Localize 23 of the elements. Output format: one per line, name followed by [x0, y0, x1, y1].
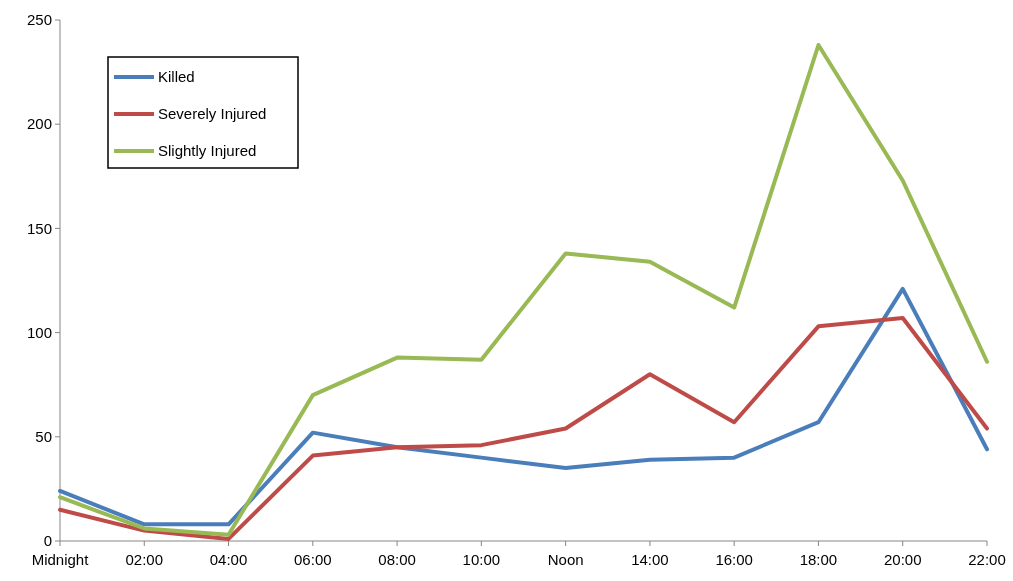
x-tick-label: 10:00 [462, 551, 501, 568]
y-tick-label: 250 [26, 11, 52, 29]
legend-label: Severely Injured [158, 105, 267, 123]
x-tick-label: 02:00 [125, 551, 164, 568]
y-tick-label: 50 [35, 428, 52, 446]
legend-label: Slightly Injured [158, 142, 257, 160]
x-tick-label: 14:00 [631, 551, 669, 568]
line-series [58, 43, 989, 537]
y-tick-label: 200 [26, 115, 52, 133]
y-tick-label: 100 [26, 323, 52, 341]
x-tick-label: 06:00 [294, 551, 332, 568]
x-tick-label: Midnight [31, 551, 90, 568]
x-tick-label: Noon [547, 551, 584, 568]
x-tick-label: 20:00 [883, 551, 922, 568]
legend-label: Killed [158, 68, 195, 86]
x-tick-label: 08:00 [378, 551, 416, 568]
x-tick-label: 22:00 [968, 551, 1006, 568]
x-tick-label: 18:00 [799, 551, 838, 568]
line-series [58, 286, 989, 527]
y-tick-label: 0 [43, 532, 52, 550]
x-tick-label: 16:00 [715, 551, 753, 568]
x-tick-label: 04:00 [209, 551, 248, 568]
y-tick-label: 150 [26, 219, 52, 237]
